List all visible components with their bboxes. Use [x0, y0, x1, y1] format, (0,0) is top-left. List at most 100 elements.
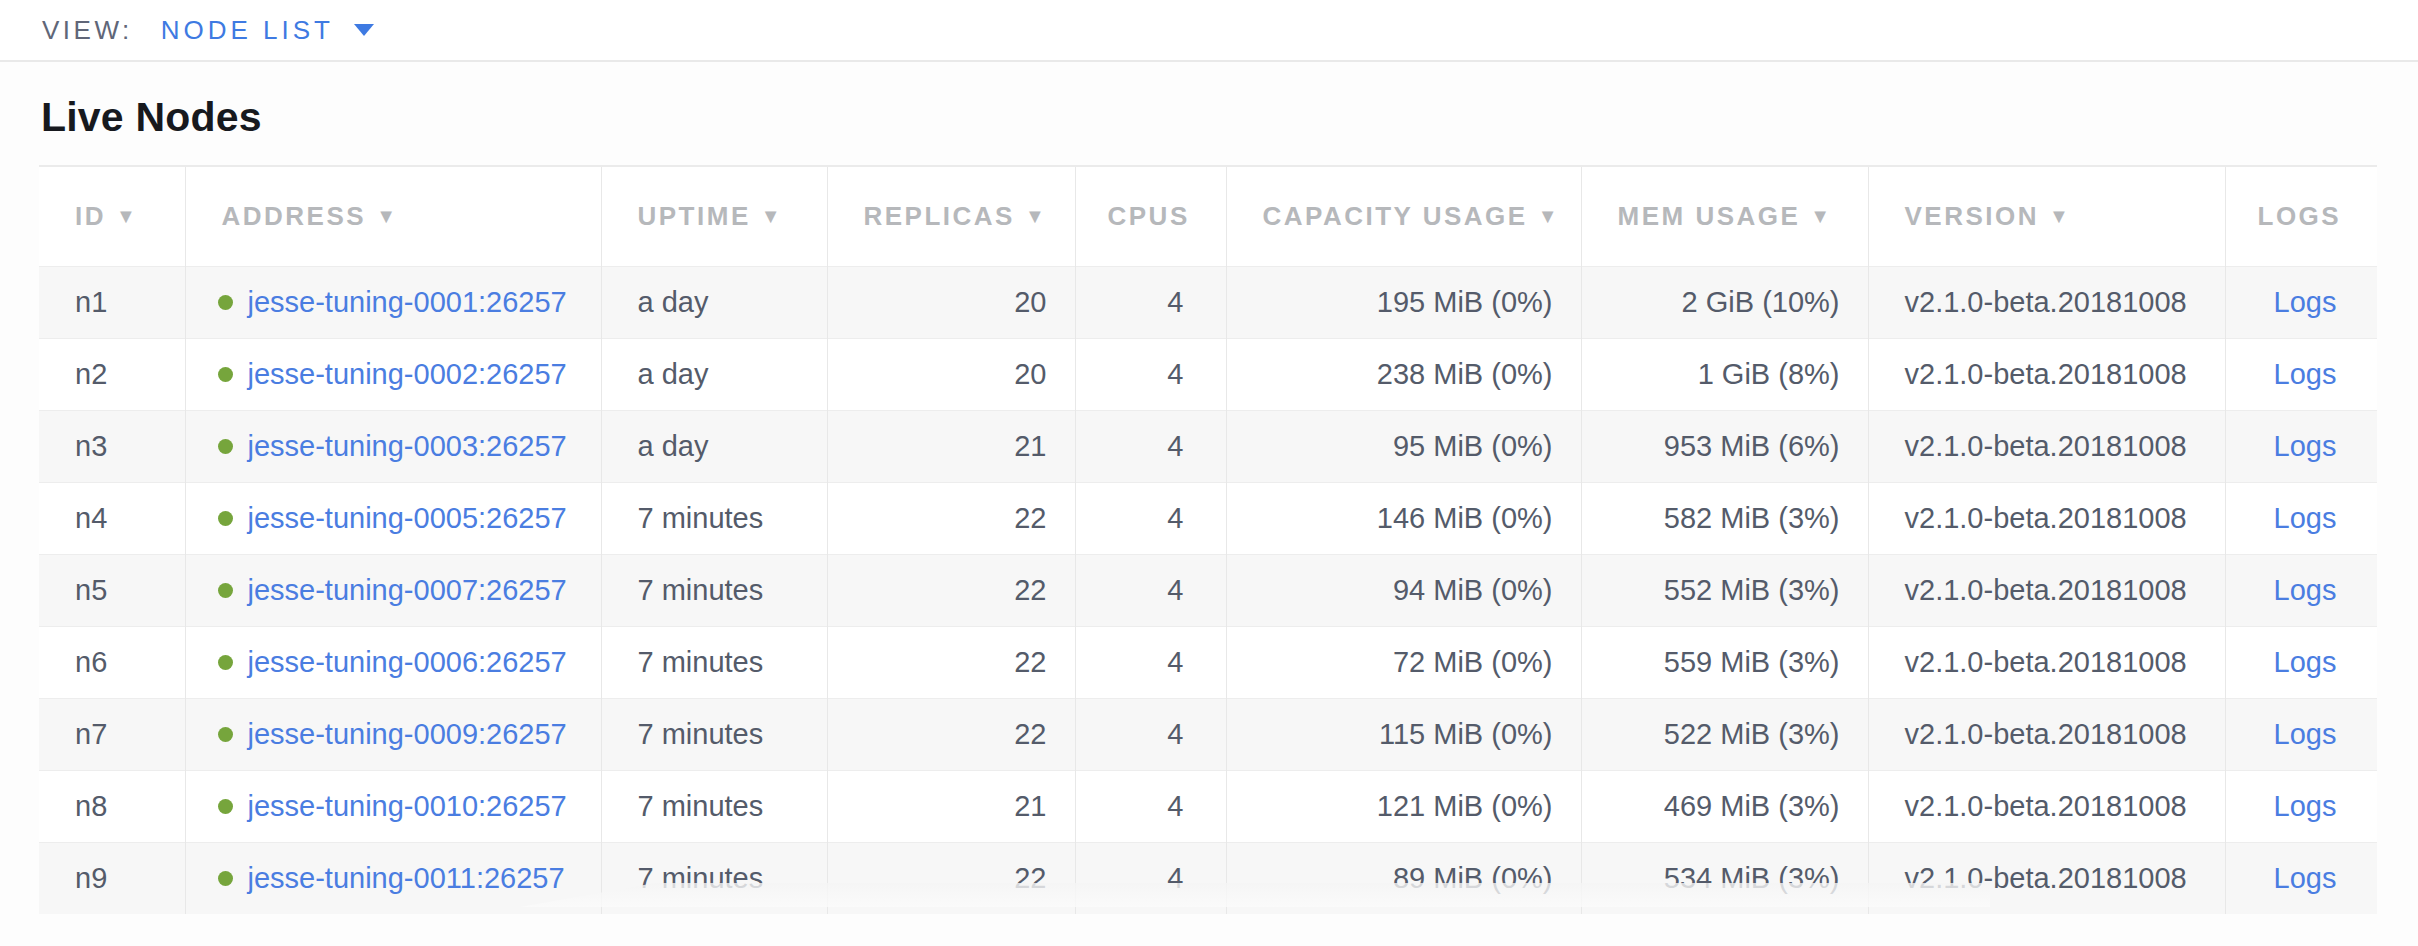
cell-mem_usage: 1 GiB (8%)	[1581, 338, 1868, 410]
cell-address: jesse-tuning-0005:26257	[185, 482, 601, 554]
node-address-link[interactable]: jesse-tuning-0011:26257	[248, 862, 565, 894]
node-address-link[interactable]: jesse-tuning-0006:26257	[248, 646, 567, 678]
cell-cpus: 4	[1075, 482, 1226, 554]
cell-id: n7	[39, 698, 185, 770]
logs-link[interactable]: Logs	[2274, 286, 2337, 318]
node-status-healthy-icon	[218, 799, 233, 814]
column-header-capacity_usage[interactable]: CAPACITY USAGE▼	[1226, 166, 1581, 266]
cell-capacity_usage: 238 MiB (0%)	[1226, 338, 1581, 410]
cell-id: n3	[39, 410, 185, 482]
cell-uptime: 7 minutes	[601, 698, 827, 770]
cell-replicas: 20	[827, 266, 1075, 338]
node-address-link[interactable]: jesse-tuning-0002:26257	[248, 358, 567, 390]
cell-replicas: 20	[827, 338, 1075, 410]
logs-link[interactable]: Logs	[2274, 718, 2337, 750]
sort-desc-icon: ▼	[1025, 205, 1047, 228]
chevron-down-icon	[354, 24, 374, 36]
cell-logs: Logs	[2225, 410, 2377, 482]
live-nodes-table: ID▼ADDRESS▼UPTIME▼REPLICAS▼CPUSCAPACITY …	[39, 165, 2377, 914]
cell-version: v2.1.0-beta.20181008	[1868, 410, 2225, 482]
column-header-label: CPUS	[1108, 201, 1190, 231]
logs-link[interactable]: Logs	[2274, 574, 2337, 606]
cell-mem_usage: 2 GiB (10%)	[1581, 266, 1868, 338]
cell-id: n9	[39, 842, 185, 914]
cell-uptime: 7 minutes	[601, 626, 827, 698]
cell-capacity_usage: 95 MiB (0%)	[1226, 410, 1581, 482]
view-selector-dropdown[interactable]: NODE LIST	[161, 15, 374, 46]
cell-uptime: a day	[601, 266, 827, 338]
node-status-healthy-icon	[218, 655, 233, 670]
node-address-link[interactable]: jesse-tuning-0003:26257	[248, 430, 567, 462]
column-header-label: REPLICAS	[864, 201, 1015, 231]
node-address-link[interactable]: jesse-tuning-0005:26257	[248, 502, 567, 534]
logs-link[interactable]: Logs	[2274, 790, 2337, 822]
table-row: n1jesse-tuning-0001:26257a day204195 MiB…	[39, 266, 2377, 338]
cell-address: jesse-tuning-0011:26257	[185, 842, 601, 914]
cell-capacity_usage: 195 MiB (0%)	[1226, 266, 1581, 338]
column-header-label: ID	[75, 201, 106, 231]
cell-version: v2.1.0-beta.20181008	[1868, 626, 2225, 698]
column-header-id[interactable]: ID ▼	[39, 166, 185, 266]
logs-link[interactable]: Logs	[2274, 862, 2337, 894]
column-header-label: ADDRESS	[222, 201, 367, 231]
table-row: n5jesse-tuning-0007:262577 minutes22494 …	[39, 554, 2377, 626]
logs-link[interactable]: Logs	[2274, 502, 2337, 534]
cell-replicas: 22	[827, 554, 1075, 626]
cell-version: v2.1.0-beta.20181008	[1868, 770, 2225, 842]
column-header-replicas[interactable]: REPLICAS ▼	[827, 166, 1075, 266]
cell-uptime: 7 minutes	[601, 482, 827, 554]
node-status-healthy-icon	[218, 295, 233, 310]
cell-version: v2.1.0-beta.20181008	[1868, 554, 2225, 626]
sort-desc-icon: ▼	[2049, 205, 2071, 228]
cell-id: n2	[39, 338, 185, 410]
cell-mem_usage: 469 MiB (3%)	[1581, 770, 1868, 842]
cell-cpus: 4	[1075, 554, 1226, 626]
table-row: n2jesse-tuning-0002:26257a day204238 MiB…	[39, 338, 2377, 410]
column-header-version[interactable]: VERSION ▼	[1868, 166, 2225, 266]
node-address-link[interactable]: jesse-tuning-0009:26257	[248, 718, 567, 750]
cell-logs: Logs	[2225, 482, 2377, 554]
cell-id: n8	[39, 770, 185, 842]
logs-link[interactable]: Logs	[2274, 646, 2337, 678]
cell-address: jesse-tuning-0010:26257	[185, 770, 601, 842]
cell-uptime: 7 minutes	[601, 770, 827, 842]
node-address-link[interactable]: jesse-tuning-0007:26257	[248, 574, 567, 606]
cell-cpus: 4	[1075, 626, 1226, 698]
table-row: n7jesse-tuning-0009:262577 minutes224115…	[39, 698, 2377, 770]
logs-link[interactable]: Logs	[2274, 358, 2337, 390]
column-header-label: LOGS	[2258, 201, 2342, 231]
cell-address: jesse-tuning-0003:26257	[185, 410, 601, 482]
column-header-uptime[interactable]: UPTIME▼	[601, 166, 827, 266]
content-area: Live Nodes ID▼ADDRESS▼UPTIME▼REPLICAS▼CP…	[0, 62, 2418, 946]
node-address-link[interactable]: jesse-tuning-0010:26257	[248, 790, 567, 822]
column-header-cpus: CPUS	[1075, 166, 1226, 266]
view-selected-value: NODE LIST	[161, 15, 334, 46]
sort-desc-icon: ▼	[1538, 205, 1560, 228]
cell-cpus: 4	[1075, 770, 1226, 842]
cell-uptime: a day	[601, 410, 827, 482]
cell-address: jesse-tuning-0009:26257	[185, 698, 601, 770]
cell-replicas: 22	[827, 698, 1075, 770]
node-status-healthy-icon	[218, 511, 233, 526]
table-header-row: ID▼ADDRESS▼UPTIME▼REPLICAS▼CPUSCAPACITY …	[39, 166, 2377, 266]
column-header-address[interactable]: ADDRESS▼	[185, 166, 601, 266]
logs-link[interactable]: Logs	[2274, 430, 2337, 462]
node-status-healthy-icon	[218, 727, 233, 742]
column-header-mem_usage[interactable]: MEM USAGE▼	[1581, 166, 1868, 266]
cell-cpus: 4	[1075, 698, 1226, 770]
node-status-healthy-icon	[218, 439, 233, 454]
cell-replicas: 22	[827, 482, 1075, 554]
cell-id: n1	[39, 266, 185, 338]
column-header-label: VERSION	[1905, 201, 2040, 231]
view-bar: VIEW: NODE LIST	[0, 0, 2418, 62]
node-address-link[interactable]: jesse-tuning-0001:26257	[248, 286, 567, 318]
column-header-label: MEM USAGE	[1618, 201, 1801, 231]
cell-capacity_usage: 72 MiB (0%)	[1226, 626, 1581, 698]
cell-mem_usage: 552 MiB (3%)	[1581, 554, 1868, 626]
cell-uptime: a day	[601, 338, 827, 410]
sort-desc-icon: ▼	[116, 205, 138, 228]
cell-uptime: 7 minutes	[601, 554, 827, 626]
node-status-healthy-icon	[218, 583, 233, 598]
cell-replicas: 22	[827, 626, 1075, 698]
cell-logs: Logs	[2225, 770, 2377, 842]
